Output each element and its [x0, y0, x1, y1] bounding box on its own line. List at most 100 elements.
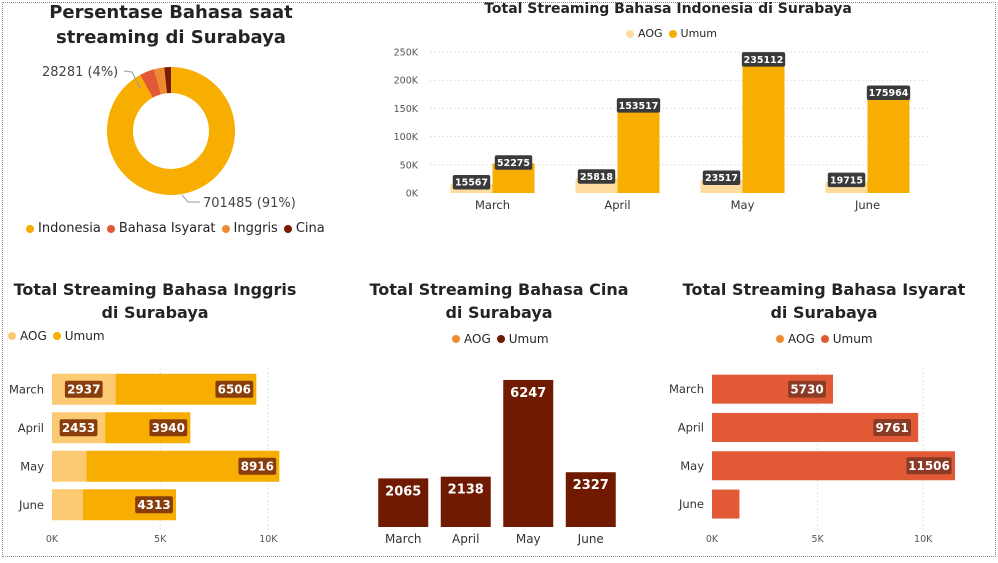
legend-dot-icon	[820, 335, 829, 343]
cina-chart: 2065 March 2138 April 6247 May 2327 June	[378, 379, 616, 546]
bar-umum-april	[617, 106, 660, 193]
data-label-umum: 2065	[385, 484, 421, 499]
donut-annotation-indonesia: 701485 (91%)	[203, 196, 296, 210]
bar-umum-june	[712, 489, 740, 519]
x-tick-label: 0K	[46, 534, 59, 545]
bar-umum-march	[378, 478, 429, 527]
legend-item[interactable]: Inggris	[221, 221, 278, 236]
legend-item[interactable]: Bahasa Isyarat	[106, 221, 216, 236]
indonesia-chart: 0K 50K 100K 150K 200K 250K 15567 52275 March 2581…	[394, 48, 930, 212]
y-tick-label: March	[9, 382, 44, 396]
legend-item[interactable]: AOG	[776, 332, 815, 346]
bar-aog-june	[52, 489, 83, 521]
data-label-umum-bg	[135, 496, 173, 514]
data-label-aog: 15567	[455, 178, 488, 189]
y-tick-label: April	[678, 420, 704, 434]
legend-item[interactable]: Indonesia	[26, 221, 101, 236]
legend-label: Umum	[832, 332, 873, 346]
donut-annotation-isyarat: 28281 (4%)	[42, 65, 118, 80]
y-tick-label: May	[680, 459, 704, 473]
legend-label: Umum	[64, 329, 105, 343]
y-tick-label: 0K	[406, 189, 419, 200]
data-label-umum: 9761	[875, 421, 908, 435]
data-label-umum: 5730	[790, 382, 823, 396]
legend-item[interactable]: Umum	[496, 332, 549, 346]
legend-item[interactable]: AOG	[626, 27, 663, 40]
data-label-umum: 235112	[744, 55, 784, 66]
x-tick-label: June	[577, 532, 604, 546]
donut-slice-inggris	[154, 67, 168, 95]
data-label-aog: 25818	[580, 172, 613, 183]
bar-aog-may	[52, 450, 87, 482]
leader-line	[123, 70, 141, 89]
data-label-aog-bg	[64, 380, 103, 398]
legend-item[interactable]: AOG	[452, 332, 491, 346]
data-label-umum: 2138	[448, 483, 484, 498]
legend-dot-icon	[496, 335, 505, 343]
y-tick-label: April	[18, 421, 44, 435]
x-tick-label: March	[385, 532, 422, 546]
data-label-aog-bg	[702, 170, 741, 185]
x-tick-label: 5K	[811, 534, 824, 545]
y-tick-label: June	[18, 498, 44, 512]
y-tick-label: 50K	[400, 160, 419, 171]
legend-label: Indonesia	[38, 221, 101, 236]
leader-line	[181, 194, 200, 203]
legend-label: AOG	[20, 329, 47, 343]
inggris-title: Total Streaming Bahasa Inggris di Suraba…	[13, 280, 297, 322]
data-label-umum: 6506	[218, 383, 251, 397]
indonesia-legend: AOG Umum	[626, 27, 723, 41]
data-label-aog-bg	[452, 174, 491, 190]
data-label-umum: 2327	[573, 478, 609, 493]
inggris-legend: AOG Umum	[8, 329, 111, 343]
y-tick-label: 150K	[394, 104, 419, 115]
data-label-umum-bg	[238, 457, 277, 475]
data-label-umum: 4313	[137, 498, 170, 512]
legend-label: Umum	[680, 27, 717, 40]
x-tick-label: May	[516, 532, 541, 546]
isyarat-title: Total Streaming Bahasa Isyarat di Suraba…	[682, 280, 966, 322]
x-tick-label: April	[452, 532, 479, 546]
donut-title: Persentase Bahasa saat streaming di Sura…	[49, 2, 293, 48]
data-label-aog-bg	[827, 172, 866, 188]
legend-item[interactable]: Umum	[52, 329, 105, 343]
data-label-umum-bg	[906, 457, 952, 475]
legend-item[interactable]: Umum	[668, 27, 717, 40]
legend-label: AOG	[788, 332, 815, 346]
donut-slice-bahasa-isyarat	[140, 69, 161, 98]
data-label-umum-bg	[494, 155, 533, 170]
data-label-umum-bg	[149, 419, 188, 437]
legend-label: AOG	[638, 27, 663, 40]
donut-chart: 28281 (4%) 701485 (91%)	[42, 65, 296, 210]
y-tick-label: March	[669, 382, 704, 396]
legend-dot-icon	[626, 29, 634, 38]
x-tick-label: 0K	[706, 534, 719, 545]
legend-dot-icon	[221, 224, 230, 233]
indonesia-title: Total Streaming Bahasa Indonesia di Sura…	[484, 1, 852, 17]
data-label-umum-bg	[866, 85, 911, 101]
legend-dot-icon	[283, 224, 292, 233]
data-label-umum-bg	[788, 380, 826, 398]
data-label-aog: 2453	[62, 421, 95, 435]
legend-item[interactable]: Umum	[820, 332, 873, 346]
legend-dot-icon	[52, 332, 61, 340]
bar-aog-june	[825, 181, 868, 193]
data-label-aog: 19715	[830, 175, 863, 186]
legend-item[interactable]: Cina	[283, 221, 325, 236]
x-tick-label: 10K	[259, 534, 278, 545]
legend-item[interactable]: AOG	[8, 329, 47, 343]
legend-label: Inggris	[233, 221, 278, 236]
legend-label: AOG	[464, 332, 491, 346]
data-label-umum: 6247	[510, 386, 546, 401]
cina-legend: AOG Umum	[452, 332, 555, 346]
data-label-aog-bg	[577, 169, 616, 184]
cina-title: Total Streaming Bahasa Cina di Surabaya	[369, 280, 629, 322]
y-tick-label: May	[20, 459, 44, 473]
bar-umum-april	[440, 476, 491, 527]
data-label-umum: 3940	[152, 421, 185, 435]
bar-umum-may	[742, 60, 785, 193]
legend-dot-icon	[106, 224, 115, 233]
legend-dot-icon	[452, 335, 460, 343]
x-tick-label: 5K	[154, 534, 167, 545]
